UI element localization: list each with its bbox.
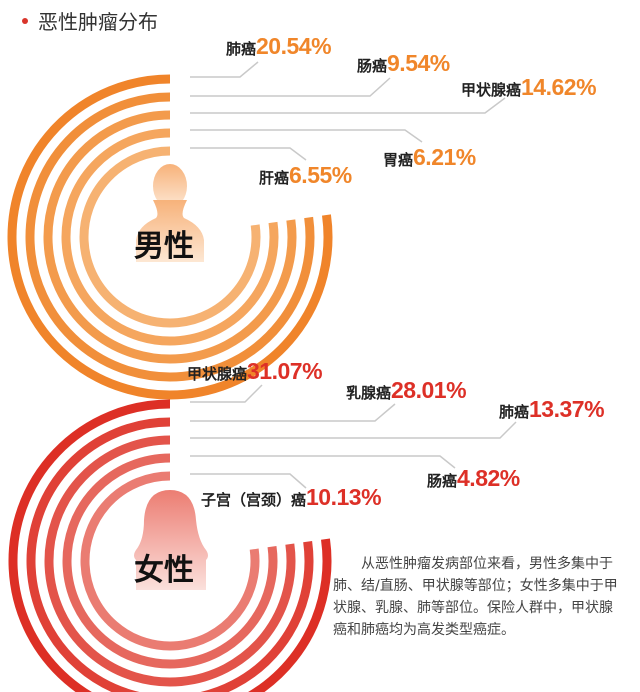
female-item-thyroid: 甲状腺癌 31.07% xyxy=(187,358,323,384)
female-avatar-icon xyxy=(134,490,208,590)
female-item-colorectal: 肠癌 4.82% xyxy=(427,465,520,491)
ring-arc xyxy=(61,128,279,346)
page-title: 恶性肿瘤分布 xyxy=(22,6,158,35)
male-rings xyxy=(7,74,333,400)
male-item-stomach: 胃癌 6.21% xyxy=(383,144,476,170)
ring-arc xyxy=(62,453,278,669)
summary-note: 从恶性肿瘤发病部位来看，男性多集中于肺、结/直肠、甲状腺等部位；女性多集中于甲状… xyxy=(333,556,618,638)
ring-arc xyxy=(25,92,315,382)
male-label: 男性 xyxy=(134,229,194,264)
ring-arc xyxy=(79,146,261,328)
ring-arc xyxy=(7,74,333,400)
ring-arc xyxy=(43,110,297,364)
ring-arc xyxy=(44,435,296,687)
female-label: 女性 xyxy=(134,553,194,588)
male-item-thyroid: 甲状腺癌 14.62% xyxy=(461,74,597,100)
ring-arc xyxy=(26,417,314,692)
male-item-colorectal: 肠癌 9.54% xyxy=(357,50,450,76)
female-rings xyxy=(8,399,332,692)
leader-lines xyxy=(190,61,517,489)
ring-arc xyxy=(8,399,332,692)
male-item-liver: 肝癌 6.55% xyxy=(259,162,352,188)
bullet-icon xyxy=(22,17,28,24)
female-item-breast: 乳腺癌 28.01% xyxy=(346,377,467,403)
male-item-lung: 肺癌 20.54% xyxy=(226,33,332,59)
ring-arc xyxy=(80,471,260,651)
female-item-cervical: 子宫（宫颈）癌 10.13% xyxy=(201,484,382,510)
female-item-lung: 肺癌 13.37% xyxy=(499,396,605,422)
title-text: 恶性肿瘤分布 xyxy=(38,10,158,34)
male-avatar-icon xyxy=(136,164,204,262)
